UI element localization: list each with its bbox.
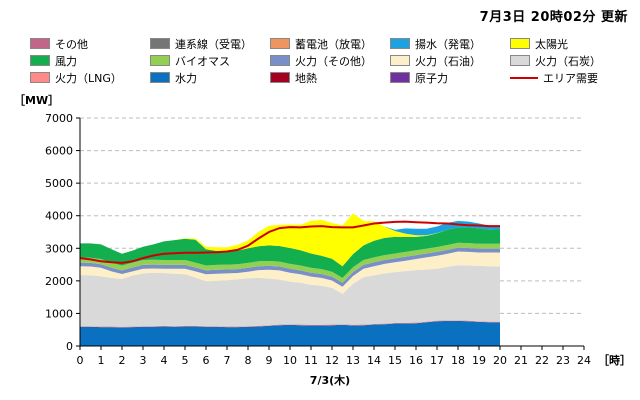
legend-label-biomass: バイオマス: [175, 54, 230, 68]
x-tick-label: 3: [140, 354, 147, 367]
x-tick-label: 4: [161, 354, 168, 367]
y-tick-label: 7000: [45, 112, 73, 125]
legend-swatch-lng: [30, 72, 50, 83]
legend-item-coal: 火力（石炭）: [510, 52, 630, 69]
legend-label-wind: 風力: [55, 54, 77, 68]
legend-swatch-thermal_other: [270, 55, 290, 66]
x-tick-label: 15: [388, 354, 402, 367]
legend-swatch-hydro: [150, 72, 170, 83]
legend: その他 連系線（受電） 蓄電池（放電） 揚水（発電） 太陽光風力 バイオマス 火力（その他）…: [30, 35, 630, 86]
legend-swatch-battery: [270, 38, 290, 49]
legend-item-hydro: 水力: [150, 69, 270, 86]
y-tick-label: 5000: [45, 177, 73, 190]
legend-label-demand: エリア需要: [543, 71, 598, 85]
legend-label-pumped: 揚水（発電）: [415, 37, 481, 51]
x-tick-label: 6: [203, 354, 210, 367]
legend-label-interconnect: 連系線（受電）: [175, 37, 252, 51]
demand-line: [79, 220, 500, 264]
legend-item-geothermal: 地熱: [270, 69, 390, 86]
x-tick-label: 11: [304, 354, 318, 367]
x-tick-label: 21: [514, 354, 528, 367]
x-tick-label: 5: [182, 354, 189, 367]
legend-label-coal: 火力（石炭）: [535, 54, 601, 68]
y-tick-label: 0: [66, 340, 73, 353]
legend-label-oil: 火力（石油）: [415, 54, 481, 68]
y-tick-label: 1000: [45, 307, 73, 320]
x-tick-label: 12: [325, 354, 339, 367]
update-title: 7月3日 20時02分 更新: [479, 10, 628, 25]
x-tick-label: 7: [224, 354, 231, 367]
legend-label-hydro: 水力: [175, 71, 197, 85]
legend-label-battery: 蓄電池（放電）: [295, 37, 372, 51]
legend-item-other: その他: [30, 35, 150, 52]
area-coal: [80, 265, 500, 327]
x-tick-label: 18: [451, 354, 465, 367]
y-tick-label: 4000: [45, 210, 73, 223]
legend-item-lng: 火力（LNG）: [30, 69, 150, 86]
area-wind: [80, 227, 500, 278]
x-tick-label: 1: [98, 354, 105, 367]
legend-item-interconnect: 連系線（受電）: [150, 35, 270, 52]
legend-swatch-demand: [510, 76, 538, 79]
y-axis-title: ［MW］: [14, 93, 59, 107]
x-tick-label: 14: [367, 354, 381, 367]
x-tick-label: 22: [535, 354, 549, 367]
area-biomass: [80, 242, 500, 283]
legend-item-solar: 太陽光: [510, 35, 630, 52]
legend-label-nuclear: 原子力: [415, 71, 448, 85]
legend-item-biomass: バイオマス: [150, 52, 270, 69]
legend-swatch-oil: [390, 55, 410, 66]
legend-swatch-coal: [510, 55, 530, 66]
area-thermal_other: [80, 247, 500, 287]
legend-swatch-geothermal: [270, 72, 290, 83]
x-tick-label: 8: [245, 354, 252, 367]
legend-item-nuclear: 原子力: [390, 69, 510, 86]
legend-swatch-interconnect: [150, 38, 170, 49]
legend-label-geothermal: 地熱: [295, 71, 317, 85]
x-axis-unit: ［時］: [598, 353, 631, 367]
x-tick-label: 24: [577, 354, 591, 367]
x-axis-title: 7/3(木): [310, 373, 350, 387]
x-tick-label: 23: [556, 354, 570, 367]
legend-label-solar: 太陽光: [535, 37, 568, 51]
legend-swatch-wind: [30, 55, 50, 66]
area-pumped: [80, 213, 500, 254]
x-tick-label: 2: [119, 354, 126, 367]
legend-item-oil: 火力（石油）: [390, 52, 510, 69]
area-solar: [80, 213, 500, 267]
x-tick-label: 16: [409, 354, 423, 367]
legend-item-pumped: 揚水（発電）: [390, 35, 510, 52]
legend-label-lng: 火力（LNG）: [55, 71, 122, 85]
legend-item-demand: エリア需要: [510, 69, 630, 86]
legend-swatch-solar: [510, 38, 530, 49]
x-tick-label: 20: [493, 354, 507, 367]
legend-item-thermal_other: 火力（その他）: [270, 52, 390, 69]
y-tick-label: 6000: [45, 145, 73, 158]
area-hydro: [80, 320, 500, 346]
x-tick-label: 0: [77, 354, 84, 367]
y-tick-label: 2000: [45, 275, 73, 288]
legend-label-other: その他: [55, 37, 88, 51]
x-tick-label: 9: [266, 354, 273, 367]
legend-label-thermal_other: 火力（その他）: [295, 54, 372, 68]
legend-item-wind: 風力: [30, 52, 150, 69]
legend-item-battery: 蓄電池（放電）: [270, 35, 390, 52]
x-tick-label: 13: [346, 354, 360, 367]
legend-swatch-biomass: [150, 55, 170, 66]
y-tick-label: 3000: [45, 242, 73, 255]
x-tick-label: 10: [283, 354, 297, 367]
x-tick-label: 17: [430, 354, 444, 367]
legend-swatch-pumped: [390, 38, 410, 49]
legend-swatch-nuclear: [390, 72, 410, 83]
legend-swatch-other: [30, 38, 50, 49]
x-tick-label: 19: [472, 354, 486, 367]
